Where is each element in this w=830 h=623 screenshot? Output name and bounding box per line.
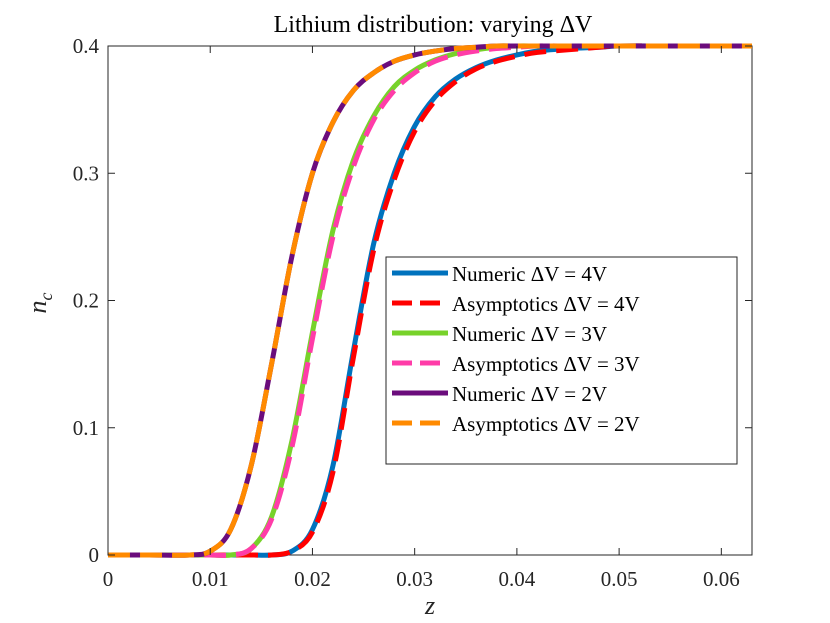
x-tick-label: 0 [103,567,114,591]
legend-label: Asymptotics ΔV = 3V [452,352,640,376]
series-line-6 [108,43,752,558]
legend-label: Numeric ΔV = 3V [452,322,607,346]
x-tick-label: 0.05 [601,567,638,591]
series-group [108,43,752,558]
x-tick-label: 0.04 [499,567,536,591]
ticks-group: 0 0.01 0.02 0.03 0.04 0.05 0.06 0 0.1 0.2 0.3 0.4 [73,34,752,591]
y-axis-label-subscript: c [36,293,56,301]
chart-title: Lithium distribution: varying ΔV [274,12,593,38]
x-tick-label: 0.03 [396,567,433,591]
y-axis-label: nc [23,293,56,314]
legend-label: Numeric ΔV = 2V [452,382,607,406]
legend-label: Numeric ΔV = 4V [452,262,607,286]
legend: Numeric ΔV = 4V Asymptotics ΔV = 4V Numeri… [385,256,738,465]
y-tick-label: 0.2 [73,289,99,313]
x-tick-label: 0.01 [192,567,229,591]
x-tick-label: 0.06 [703,567,740,591]
y-tick-label: 0.4 [73,34,100,58]
legend-label: Asymptotics ΔV = 4V [452,292,640,316]
y-axis-label-main: n [23,301,52,314]
legend-box [385,256,738,465]
y-tick-label: 0.3 [73,161,99,185]
y-tick-label: 0 [89,543,100,567]
x-axis-label: z [424,591,435,620]
y-tick-label: 0.1 [73,416,99,440]
x-tick-label: 0.02 [294,567,331,591]
legend-label: Asymptotics ΔV = 2V [452,412,640,436]
